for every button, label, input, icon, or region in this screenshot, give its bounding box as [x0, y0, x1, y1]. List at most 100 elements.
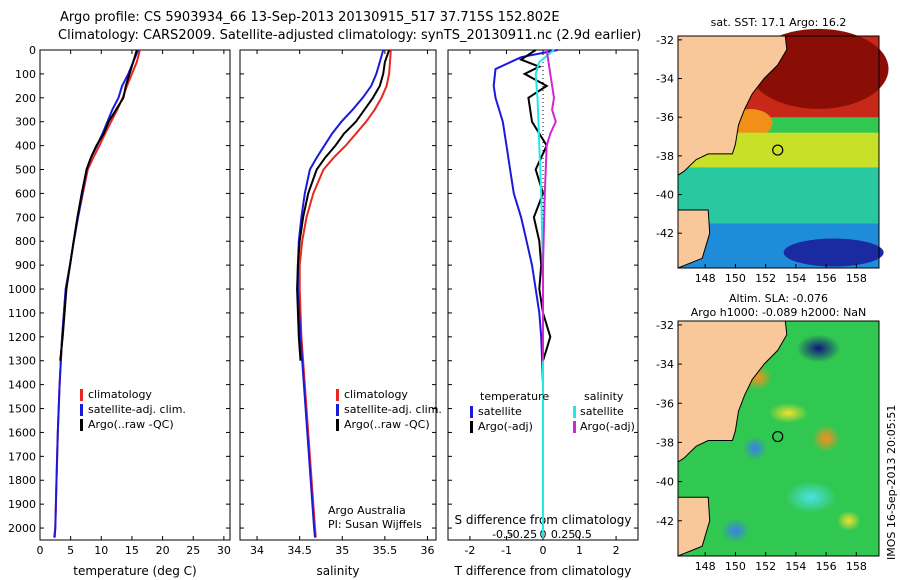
- y-tick-label: 700: [15, 211, 36, 224]
- map-y-tick-label: -38: [656, 436, 674, 449]
- map-x-tick-label: 150: [725, 272, 746, 285]
- map-x-tick-label: 154: [785, 560, 806, 573]
- argo-location-marker: [772, 144, 784, 156]
- x-tick-label: 34.5: [287, 544, 312, 557]
- figure-title-line2: Climatology: CARS2009. Satellite-adjuste…: [58, 28, 642, 43]
- map-y-tick-label: -34: [656, 358, 674, 371]
- x-tick-label: 15: [125, 544, 139, 557]
- y-tick-label: 500: [15, 164, 36, 177]
- argo-location-marker: [772, 430, 784, 443]
- panel-annotation: PI: Susan Wijffels: [328, 518, 422, 531]
- x-tick-label: 25: [186, 544, 200, 557]
- series-line-argo-raw-qc-: [59, 49, 138, 361]
- x-tick-label: -1: [501, 544, 512, 557]
- legend-swatch: [80, 404, 83, 416]
- x-tick-label: 35: [335, 544, 349, 557]
- map-title-line1: Altim. SLA: -0.076: [729, 292, 828, 305]
- x-tick-label: 0: [540, 544, 547, 557]
- legend-entry: Argo(..raw -QC): [344, 418, 430, 431]
- map-low-anomaly: [796, 334, 841, 363]
- x-tick2-label: 0.25: [551, 528, 576, 541]
- series-line-argo-adj-: [542, 49, 557, 361]
- legend-swatch: [470, 421, 473, 433]
- legend-swatch: [573, 406, 576, 418]
- map-y-tick-label: -38: [656, 150, 674, 163]
- legend-entry: satellite: [478, 405, 522, 418]
- series-line-satellite-adj-clim-: [296, 49, 385, 538]
- y-tick-label: 1000: [8, 283, 36, 296]
- legend-entry: climatology: [88, 388, 152, 401]
- y-tick-label: 600: [15, 187, 36, 200]
- x-tick-label: 0: [37, 544, 44, 557]
- y-tick-label: 900: [15, 259, 36, 272]
- legend-swatch: [336, 404, 339, 416]
- y-tick-label: 800: [15, 235, 36, 248]
- y-tick-label: 1800: [8, 474, 36, 487]
- series-line-satellite-adj-clim-: [53, 49, 140, 538]
- y-tick-label: 1600: [8, 426, 36, 439]
- map-title-line2: Argo h1000: -0.089 h2000: NaN: [691, 306, 867, 319]
- map-cold-core: [783, 238, 884, 267]
- x-tick-label: 5: [67, 544, 74, 557]
- map-x-tick-label: 152: [755, 560, 776, 573]
- legend-swatch: [573, 421, 576, 433]
- x-tick-label: 35.5: [373, 544, 398, 557]
- series-line-argo-adj-: [518, 49, 552, 361]
- map-warm-patch: [768, 403, 809, 424]
- map-y-tick-label: -34: [656, 73, 674, 86]
- map-x-tick-label: 158: [846, 560, 867, 573]
- plot-axes-2: [239, 49, 437, 541]
- y-tick-label: 400: [15, 140, 36, 153]
- map-y-tick-label: -40: [656, 189, 674, 202]
- x-tick-label: -2: [464, 544, 475, 557]
- map-x-tick-label: 152: [755, 272, 776, 285]
- map-y-tick-label: -42: [656, 227, 674, 240]
- x-tick-label: 1: [576, 544, 583, 557]
- legend-swatch: [336, 389, 339, 401]
- legend-entry: satellite: [580, 405, 624, 418]
- map-mid-band: [678, 167, 879, 224]
- legend-swatch: [470, 406, 473, 418]
- map-y-tick-label: -40: [656, 476, 674, 489]
- land-australia: [677, 35, 788, 177]
- map-warm-patch: [836, 510, 861, 531]
- figure-title-line1: Argo profile: CS 5903934_66 13-Sep-2013 …: [60, 10, 560, 25]
- legend-entry: satellite-adj. clim.: [88, 403, 186, 416]
- x-tick-label: 34: [250, 544, 264, 557]
- map-frame: [677, 320, 880, 557]
- legend-entry: climatology: [344, 388, 408, 401]
- map-y-tick-label: -32: [656, 34, 674, 47]
- y-tick-label: 0: [29, 44, 36, 57]
- y-tick-label: 2000: [8, 522, 36, 535]
- legend-entry: Argo(-adj): [478, 420, 533, 433]
- x-tick2-label: 0.5: [574, 528, 592, 541]
- y-tick-label: 1700: [8, 450, 36, 463]
- x-tick-label: 20: [156, 544, 170, 557]
- y-tick-label: 1200: [8, 331, 36, 344]
- y-tick-label: 300: [15, 116, 36, 129]
- map-low-anomaly: [721, 518, 750, 543]
- x-tick-label: 10: [94, 544, 108, 557]
- map-high-anomaly: [812, 424, 841, 453]
- map-title: sat. SST: 17.1 Argo: 16.2: [711, 16, 847, 29]
- y-tick-label: 100: [15, 68, 36, 81]
- map-frame: [677, 35, 880, 269]
- sla-map: [677, 320, 880, 557]
- map-x-tick-label: 148: [695, 560, 716, 573]
- map-x-tick-label: 156: [816, 560, 837, 573]
- series-line-climatology: [298, 49, 392, 538]
- sst-map: [677, 28, 889, 269]
- legend-entry: satellite-adj. clim.: [344, 403, 442, 416]
- legend-header: salinity: [584, 390, 624, 403]
- x-tick-label: 2: [613, 544, 620, 557]
- map-low-anomaly: [743, 436, 768, 461]
- map-x-tick-label: 154: [785, 272, 806, 285]
- land-australia: [677, 320, 788, 463]
- timestamp-stamp: IMOS 16-Sep-2013 20:05:51: [885, 404, 898, 560]
- y-tick-label: 200: [15, 92, 36, 105]
- panel-annotation: Argo Australia: [328, 504, 406, 517]
- map-x-tick-label: 156: [816, 272, 837, 285]
- legend-entry: Argo(..raw -QC): [88, 418, 174, 431]
- series-line-satellite: [534, 49, 555, 538]
- x-axis-label: salinity: [316, 564, 359, 578]
